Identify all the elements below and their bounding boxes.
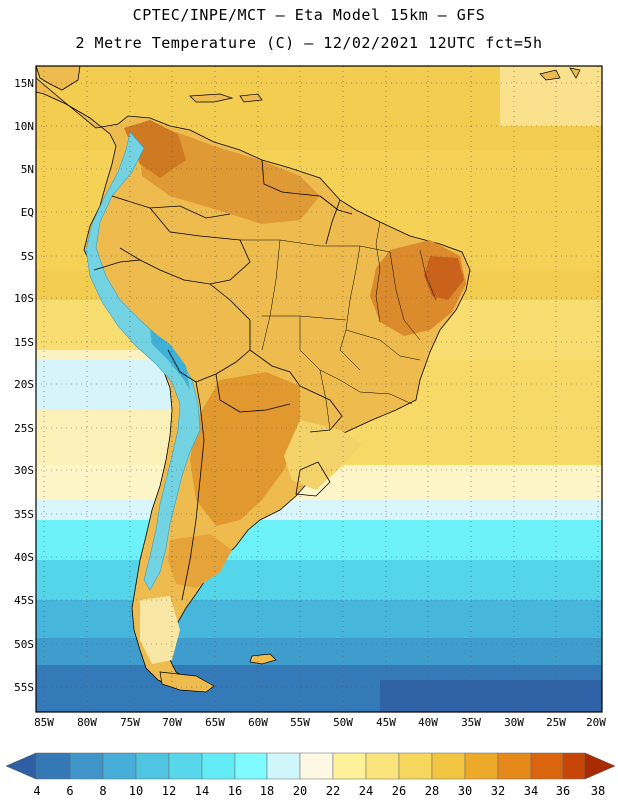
lat-label: 40S [14,551,34,564]
ocean-band-14 [36,560,602,605]
lat-label: 5N [21,163,34,176]
hot-region-venezuela [124,120,186,178]
mild-region-southeast [284,420,362,490]
colorbar-segment [497,752,532,780]
lon-label: 35W [461,716,481,729]
lat-label: EQ [21,206,34,219]
colorbar-segment [168,752,203,780]
colorbar-segment [398,752,433,780]
lat-label: 15N [14,77,34,90]
colorbar-segment [135,752,170,780]
colorbar-tick-label: 28 [425,784,439,798]
lon-label: 55W [290,716,310,729]
caribbean-islands [189,67,581,103]
lon-label: 65W [205,716,225,729]
hot-region-chaco [190,372,300,526]
colorbar-tick-label: 8 [99,784,106,798]
lat-label: 15S [14,336,34,349]
lat-label: 55S [14,681,34,694]
andes-cordillera [85,131,201,591]
lat-label: 5S [21,250,34,263]
tierra-del-fuego [159,671,215,693]
colorbar-segment [464,752,499,780]
latitude-labels: 15N 10N 5N EQ 5S 10S 15S 20S 25S 30S 35S… [14,77,34,694]
colorbar-tick-label: 36 [556,784,570,798]
hot-region-north [140,132,320,224]
lat-label: 30S [14,464,34,477]
lon-label: 30W [504,716,524,729]
ocean-band-17 [36,520,602,565]
ocean-band-10 [36,638,602,668]
lon-label: 80W [77,716,97,729]
lon-label: 40W [418,716,438,729]
falkland-islands [249,653,277,665]
temperature-colorbar: 4 6 8 10 12 14 16 18 20 22 24 26 28 30 3… [5,752,616,798]
colorbar-tick-label: 34 [524,784,538,798]
colorbar-tick-label: 16 [228,784,242,798]
colorbar-tick-label: 20 [293,784,307,798]
colorbar-segment [234,752,268,780]
map-canvas [36,66,602,712]
colorbar-left-arrow [5,752,37,780]
colorbar-segment [562,752,586,780]
lon-label: 85W [34,716,54,729]
andes-high-peaks [150,330,190,390]
lon-label: 50W [333,716,353,729]
colorbar-segment [431,752,466,780]
colorbar-segment [530,752,564,780]
lon-label: 60W [248,716,268,729]
colorbar-segment [299,752,334,780]
colorbar-tick-label: 24 [359,784,373,798]
lat-label: 50S [14,638,34,651]
lon-label: 45W [376,716,396,729]
ocean-band-12 [36,600,602,640]
lon-label: 75W [120,716,140,729]
lon-label: 20W [586,716,606,729]
colorbar-tick-label: 32 [491,784,505,798]
colorbar-tick-label: 38 [591,784,605,798]
colorbar-segment [365,752,400,780]
colorbar-tick-label: 12 [162,784,176,798]
lat-label: 25S [14,422,34,435]
colorbar-segment [201,752,236,780]
colorbar-tick-label: 26 [392,784,406,798]
colorbar-right-arrow [584,752,616,780]
colorbar-segment [69,752,104,780]
colorbar-tick-label: 10 [129,784,143,798]
colorbar-segment [332,752,367,780]
lon-label: 70W [162,716,182,729]
colorbar-tick-label: 4 [33,784,40,798]
ocean-band-19-west [36,360,176,415]
lat-label: 10S [14,292,34,305]
lat-label: 10N [14,120,34,133]
map-title-line2: 2 Metre Temperature (C) – 12/02/2021 12U… [75,34,543,52]
hot-region-northeast-core [424,256,464,300]
colorbar-tick-label: 22 [326,784,340,798]
colorbar-segment [35,752,71,780]
hot-region-patagonia [168,534,232,588]
mild-region-south-tip [140,596,180,664]
colorbar-segment [102,752,137,780]
colorbar-tick-label: 30 [458,784,472,798]
longitude-labels: 85W 80W 75W 70W 65W 60W 55W 50W 45W 40W … [34,716,606,729]
colorbar-tick-label: 18 [260,784,274,798]
lat-label: 20S [14,378,34,391]
lat-label: 35S [14,508,34,521]
country-borders [93,159,353,601]
colorbar-segment [266,752,301,780]
colorbar-tick-label: 14 [195,784,209,798]
central-america [36,66,81,91]
lon-label: 25W [546,716,566,729]
map-title-line1: CPTEC/INPE/MCT – Eta Model 15km – GFS [132,6,486,24]
colorbar-tick-label: 6 [66,784,73,798]
lat-label: 45S [14,594,34,607]
map-frame [35,65,603,713]
ocean-band-5 [380,680,602,712]
